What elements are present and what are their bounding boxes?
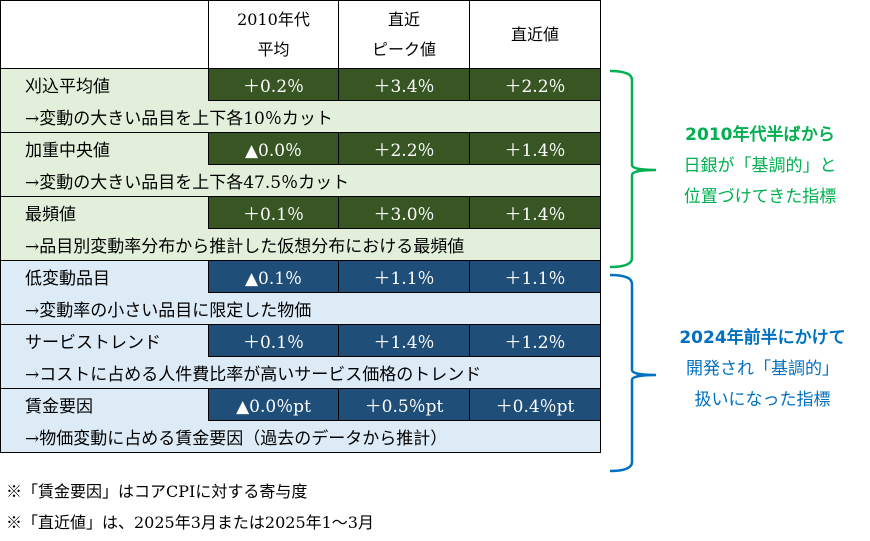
green-brace: [609, 69, 657, 269]
note-wage-factor: ※「賃金要因」はコアCPIに対する寄与度: [6, 482, 308, 501]
indicator-value: ＋3.4％: [338, 68, 470, 101]
green-annotation: 2010年代半ばから 日銀が「基調的」と 位置づけてきた指標: [683, 125, 837, 207]
value-row: 加重中央値 ▲0.0％ ＋2.2％ ＋1.4％: [0, 132, 601, 165]
indicator-description: →品目別変動率分布から推計した仮想分布における最頻値: [0, 228, 601, 261]
indicator-description: →変動の大きい品目を上下各47.5％カット: [0, 164, 601, 197]
indicator-description: →コストに占める人件費比率が高いサービス価格のトレンド: [0, 356, 601, 389]
indicator-value: ＋1.4％: [338, 324, 470, 357]
description-row: →変動の大きい品目を上下各47.5％カット: [0, 164, 601, 197]
indicator-value: ＋0.5％pt: [338, 388, 470, 421]
indicator-table: 2010年代 平均 直近 ピーク値 直近値 刈込平均値 ＋0.2％ ＋3.4％ ＋2.2％…: [0, 0, 601, 453]
indicator-label: 加重中央値: [0, 132, 209, 165]
indicator-value: ＋0.1％: [208, 324, 339, 357]
blue-annotation: 2024年前半にかけて 開発され「基調的」 扱いになった指標: [679, 328, 846, 410]
header-empty: [0, 0, 209, 69]
indicator-label: 低変動品目: [0, 260, 209, 293]
description-row: →物価変動に占める賃金要因（過去のデータから推計）: [0, 420, 601, 453]
indicator-value: ＋1.2％: [469, 324, 601, 357]
header-latest: 直近値: [469, 0, 601, 69]
value-row: 最頻値 ＋0.1％ ＋3.0％ ＋1.4％: [0, 196, 601, 229]
indicator-value: ＋1.1％: [338, 260, 470, 293]
indicator-value: ＋1.4％: [469, 132, 601, 165]
description-row: →品目別変動率分布から推計した仮想分布における最頻値: [0, 228, 601, 261]
indicator-description: →変動率の小さい品目に限定した物価: [0, 292, 601, 325]
indicator-label: 賃金要因: [0, 388, 209, 421]
indicator-value: ＋2.2％: [469, 68, 601, 101]
description-row: →コストに占める人件費比率が高いサービス価格のトレンド: [0, 356, 601, 389]
indicator-value: ＋1.4％: [469, 196, 601, 229]
value-row: サービストレンド ＋0.1％ ＋1.4％ ＋1.2％: [0, 324, 601, 357]
value-row: 低変動品目 ▲0.1％ ＋1.1％ ＋1.1％: [0, 260, 601, 293]
indicator-label: 刈込平均値: [0, 68, 209, 101]
indicator-value: ▲0.0％pt: [208, 388, 339, 421]
indicator-value: ＋0.2％: [208, 68, 339, 101]
indicator-value: ▲0.1％: [208, 260, 339, 293]
indicator-label: サービストレンド: [0, 324, 209, 357]
value-row: 賃金要因 ▲0.0％pt ＋0.5％pt ＋0.4％pt: [0, 388, 601, 421]
indicator-value: ＋1.1％: [469, 260, 601, 293]
indicator-label: 最頻値: [0, 196, 209, 229]
indicator-description: →物価変動に占める賃金要因（過去のデータから推計）: [0, 420, 601, 453]
indicator-value: ＋3.0％: [338, 196, 470, 229]
blue-brace: [609, 273, 657, 473]
header-row: 2010年代 平均 直近 ピーク値 直近値: [0, 0, 601, 69]
indicator-value: ▲0.0％: [208, 132, 339, 165]
description-row: →変動率の小さい品目に限定した物価: [0, 292, 601, 325]
value-row: 刈込平均値 ＋0.2％ ＋3.4％ ＋2.2％: [0, 68, 601, 101]
indicator-value: ＋0.4％pt: [469, 388, 601, 421]
note-latest-value: ※「直近値」は、2025年3月または2025年1～3月: [6, 513, 374, 532]
